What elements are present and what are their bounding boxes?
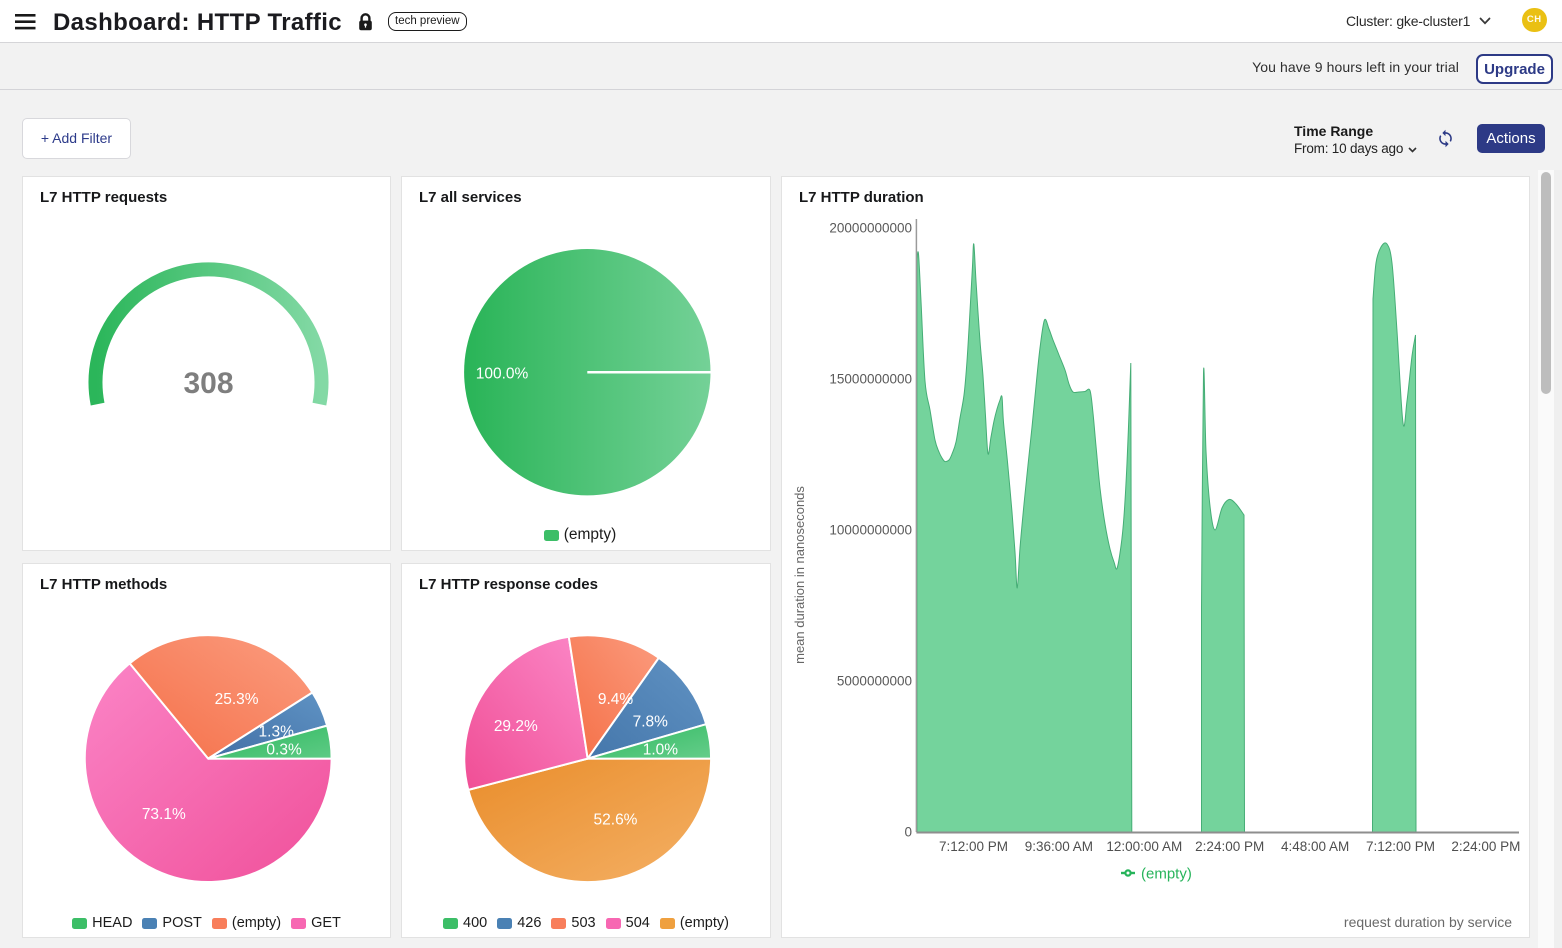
svg-text:mean duration in nanoseconds: mean duration in nanoseconds [792, 486, 807, 664]
svg-text:request duration by service: request duration by service [1344, 914, 1512, 930]
svg-text:308: 308 [183, 367, 233, 400]
svg-text:20000000000: 20000000000 [829, 221, 912, 236]
svg-text:9:36:00 AM: 9:36:00 AM [1025, 839, 1093, 854]
svg-text:5000000000: 5000000000 [837, 674, 912, 689]
svg-text:1.0%: 1.0% [643, 742, 679, 759]
svg-text:25.3%: 25.3% [215, 691, 259, 708]
svg-text:7:12:00 PM: 7:12:00 PM [939, 839, 1008, 854]
svg-text:1.3%: 1.3% [259, 724, 295, 741]
svg-text:7:12:00 PM: 7:12:00 PM [1366, 839, 1435, 854]
svg-text:0: 0 [904, 825, 912, 840]
svg-text:9.4%: 9.4% [598, 691, 634, 708]
svg-text:100.0%: 100.0% [476, 366, 529, 383]
svg-text:2:24:00 PM: 2:24:00 PM [1451, 839, 1520, 854]
svg-text:29.2%: 29.2% [494, 718, 538, 735]
svg-text:0.3%: 0.3% [266, 742, 302, 759]
svg-text:4:48:00 AM: 4:48:00 AM [1281, 839, 1349, 854]
svg-text:15000000000: 15000000000 [829, 372, 912, 387]
svg-text:2:24:00 PM: 2:24:00 PM [1195, 839, 1264, 854]
svg-text:7.8%: 7.8% [633, 713, 669, 730]
svg-text:73.1%: 73.1% [142, 806, 186, 823]
svg-text:52.6%: 52.6% [594, 812, 638, 829]
svg-text:(empty): (empty) [1141, 866, 1192, 883]
svg-text:12:00:00 AM: 12:00:00 AM [1106, 839, 1182, 854]
svg-text:10000000000: 10000000000 [829, 523, 912, 538]
